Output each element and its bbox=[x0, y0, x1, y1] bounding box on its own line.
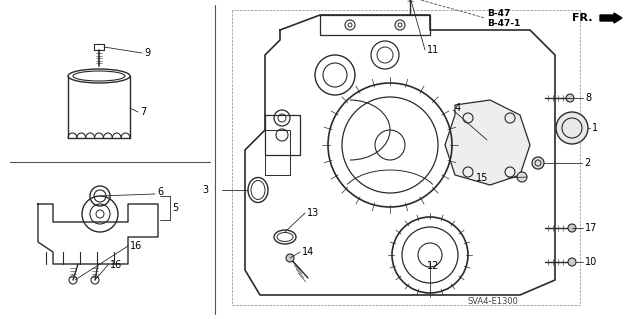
Text: 12: 12 bbox=[427, 261, 440, 271]
Text: 2: 2 bbox=[584, 158, 590, 168]
Circle shape bbox=[568, 258, 576, 266]
Circle shape bbox=[517, 172, 527, 182]
Text: B-47: B-47 bbox=[487, 10, 510, 19]
Text: 3: 3 bbox=[202, 185, 208, 195]
Text: 11: 11 bbox=[427, 45, 439, 55]
Circle shape bbox=[566, 94, 574, 102]
Text: 4: 4 bbox=[455, 103, 461, 113]
Text: 1: 1 bbox=[592, 123, 598, 133]
Text: 16: 16 bbox=[110, 260, 122, 270]
Circle shape bbox=[286, 254, 294, 262]
Text: SVA4-E1300: SVA4-E1300 bbox=[468, 298, 519, 307]
Text: 9: 9 bbox=[144, 48, 150, 58]
FancyArrow shape bbox=[600, 13, 622, 23]
Text: B-47-1: B-47-1 bbox=[487, 19, 520, 28]
Text: 5: 5 bbox=[172, 203, 179, 213]
Text: 14: 14 bbox=[302, 247, 314, 257]
Circle shape bbox=[568, 224, 576, 232]
Circle shape bbox=[532, 157, 544, 169]
Polygon shape bbox=[445, 100, 530, 185]
Circle shape bbox=[556, 112, 588, 144]
Text: FR.: FR. bbox=[572, 13, 593, 23]
Text: 8: 8 bbox=[585, 93, 591, 103]
Text: 13: 13 bbox=[307, 208, 319, 218]
Text: 7: 7 bbox=[140, 107, 147, 117]
Text: 17: 17 bbox=[585, 223, 597, 233]
Text: 10: 10 bbox=[585, 257, 597, 267]
Text: 15: 15 bbox=[476, 173, 488, 183]
Text: 16: 16 bbox=[130, 241, 142, 251]
Text: 6: 6 bbox=[157, 187, 163, 197]
